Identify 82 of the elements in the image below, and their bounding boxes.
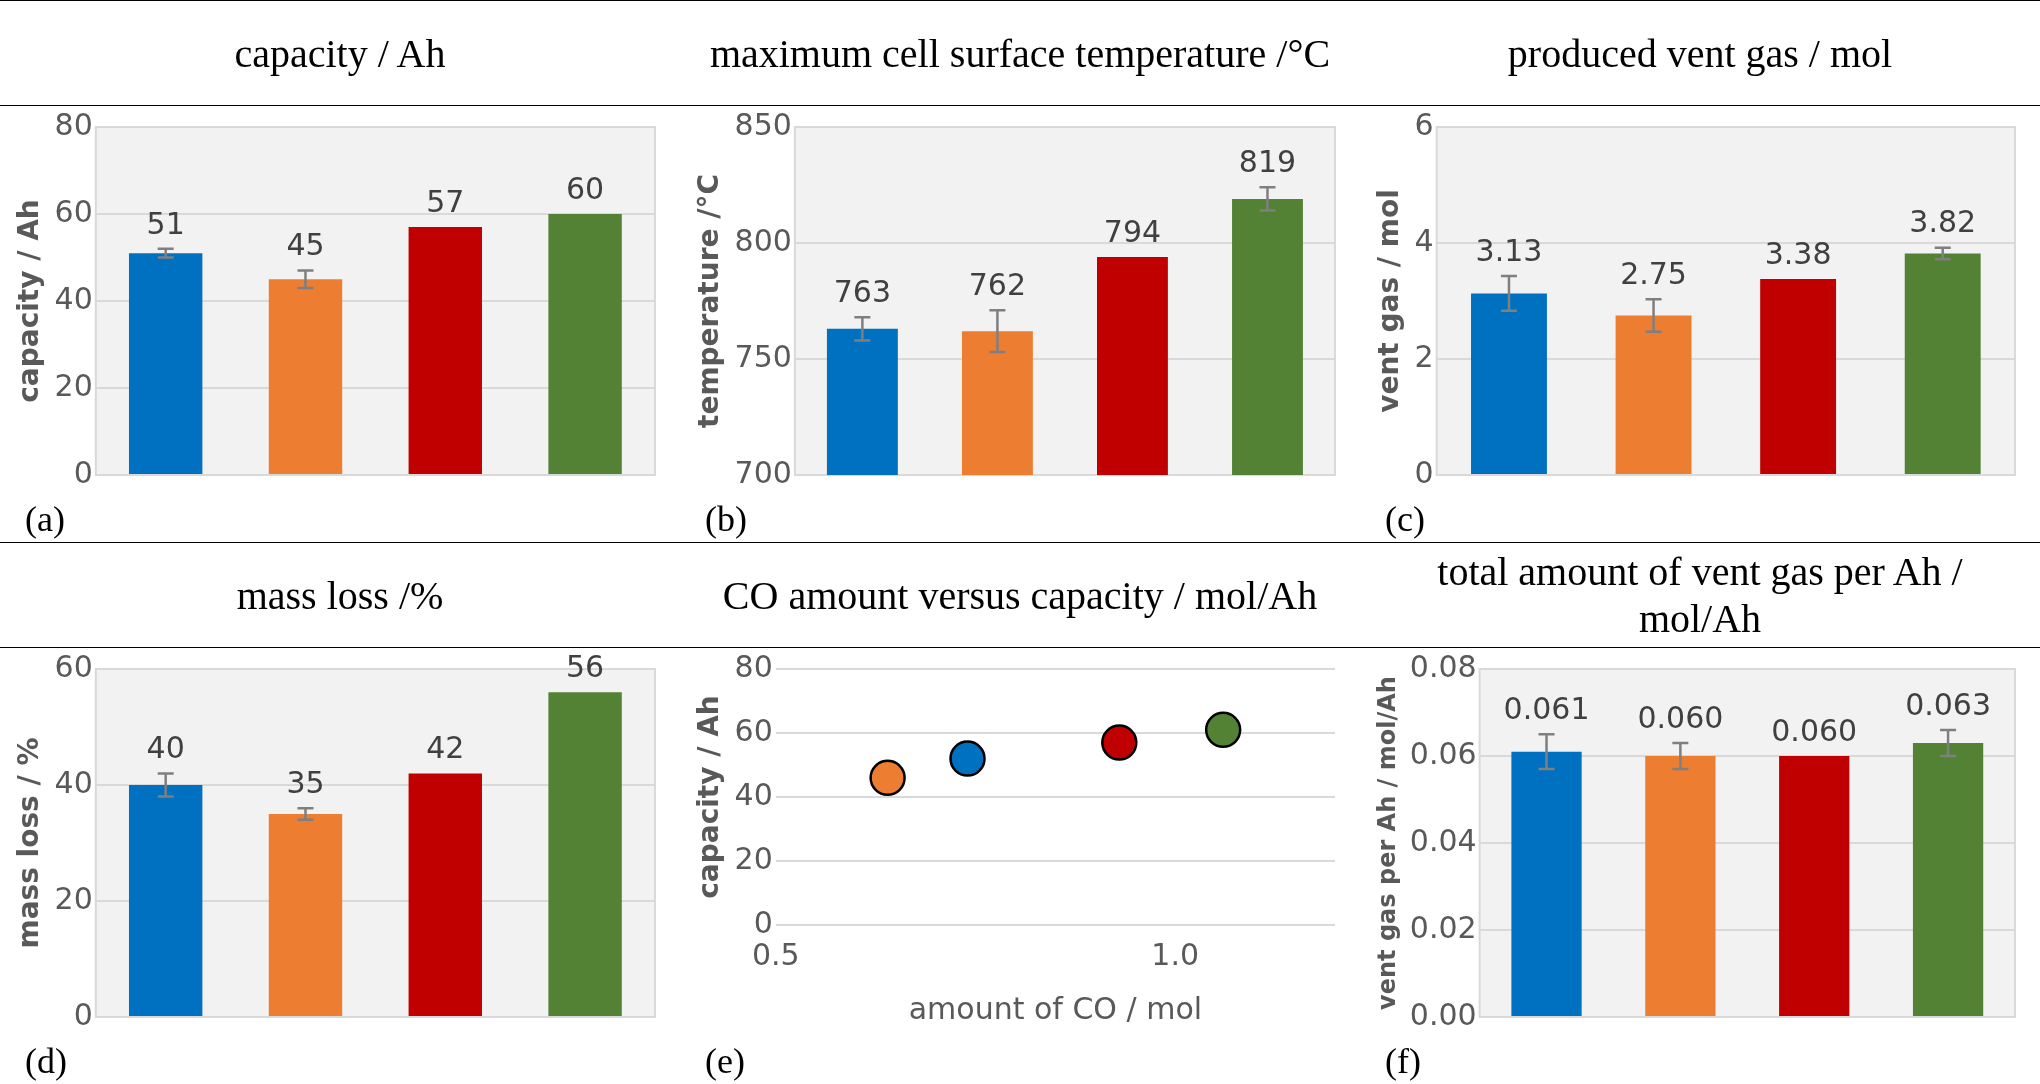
y-tick-label: 0 [73,454,93,490]
data-label: 51 [146,205,185,241]
y-tick-label: 4 [1414,222,1434,258]
y-tick-label: 80 [54,106,93,142]
y-tick-label: 2 [1414,338,1434,374]
y-axis-title: vent gas / mol [1372,189,1406,413]
chart-title: CO amount versus capacity / mol/Ah [680,542,1360,648]
y-tick-label: 40 [54,280,93,316]
data-label: 3.82 [1909,204,1977,240]
data-label: 0.060 [1771,712,1858,748]
data-label: 762 [968,267,1027,303]
text: (b) [704,498,748,541]
bar [548,692,622,1016]
bar [408,773,482,1016]
data-label: 819 [1238,144,1297,180]
y-tick-label: 6 [1414,106,1434,142]
chart-title: capacity / Ah [0,0,680,106]
y-tick-label: 0.04 [1409,822,1477,858]
data-label: 40 [146,730,185,766]
bar [1615,315,1692,474]
data-label: 794 [1103,213,1162,249]
chart-title: produced vent gas / mol [1360,0,2040,106]
y-tick-label: 60 [734,712,773,748]
chart-title: maximum cell surface temperature /°C [680,0,1360,106]
data-label: 56 [566,649,605,684]
data-label: 35 [286,765,325,800]
bar [548,214,622,474]
y-tick-label: 700 [734,454,792,490]
y-tick-label: 0.08 [1409,648,1477,684]
y-tick-label: 40 [54,764,93,800]
y-axis-title: capacity / Ah [692,695,726,899]
y-tick-label: 20 [54,880,93,916]
y-tick-label: 0 [73,996,93,1032]
y-tick-label: 850 [734,106,792,142]
y-tick-label: 20 [54,367,93,403]
y-axis-title: vent gas per Ah / mol/Ah [1372,676,1401,1010]
point [949,740,986,777]
y-tick-label: 0.00 [1409,996,1477,1032]
bar [1760,278,1837,474]
data-label: 45 [286,227,325,263]
bar [1471,293,1547,474]
y-axis-title: temperature /°C [692,174,726,428]
data-label: 0.061 [1503,691,1590,727]
y-tick-label: 40 [734,776,773,812]
y-tick-label: 0.06 [1409,735,1477,771]
data-label: 2.75 [1620,256,1687,292]
y-tick-label: 60 [54,648,93,684]
text: (c) [1384,498,1426,541]
data-label: 3.13 [1475,232,1543,268]
y-tick-label: 800 [734,222,792,258]
chart-title: mass loss /% [0,542,680,648]
data-label: 57 [426,183,465,219]
bar [268,279,343,474]
y-tick-label: 750 [734,338,792,374]
text: (d) [24,1040,68,1083]
data-label: 42 [426,730,465,766]
bar [128,785,203,1016]
data-label: 763 [833,274,892,310]
y-tick-label: 60 [54,193,93,229]
y-tick-label: 0 [1414,454,1434,490]
data-label: 60 [566,170,605,206]
point [869,759,906,797]
text: (f) [1384,1040,1422,1083]
text: (e) [704,1040,746,1083]
bar [1904,253,1981,474]
data-label: 3.38 [1764,235,1832,271]
y-tick-label: 20 [734,840,773,876]
bar [128,253,203,474]
data-label: 0.060 [1637,699,1724,735]
point [1204,711,1242,749]
y-axis-title: mass loss / % [12,737,46,949]
x-axis-title: amount of CO / mol [908,990,1203,1026]
y-axis-title: capacity / Ah [12,199,46,403]
x-tick-label: 1.0 [1151,936,1200,972]
chart-title: total amount of vent gas per Ah / mol/Ah [1360,542,2040,648]
data-label: 0.063 [1905,686,1992,722]
y-tick-label: 0.02 [1409,909,1477,945]
y-tick-label: 80 [734,648,773,684]
bar [408,227,482,474]
point [1101,724,1138,761]
text: (a) [24,498,66,541]
bar [268,814,343,1016]
